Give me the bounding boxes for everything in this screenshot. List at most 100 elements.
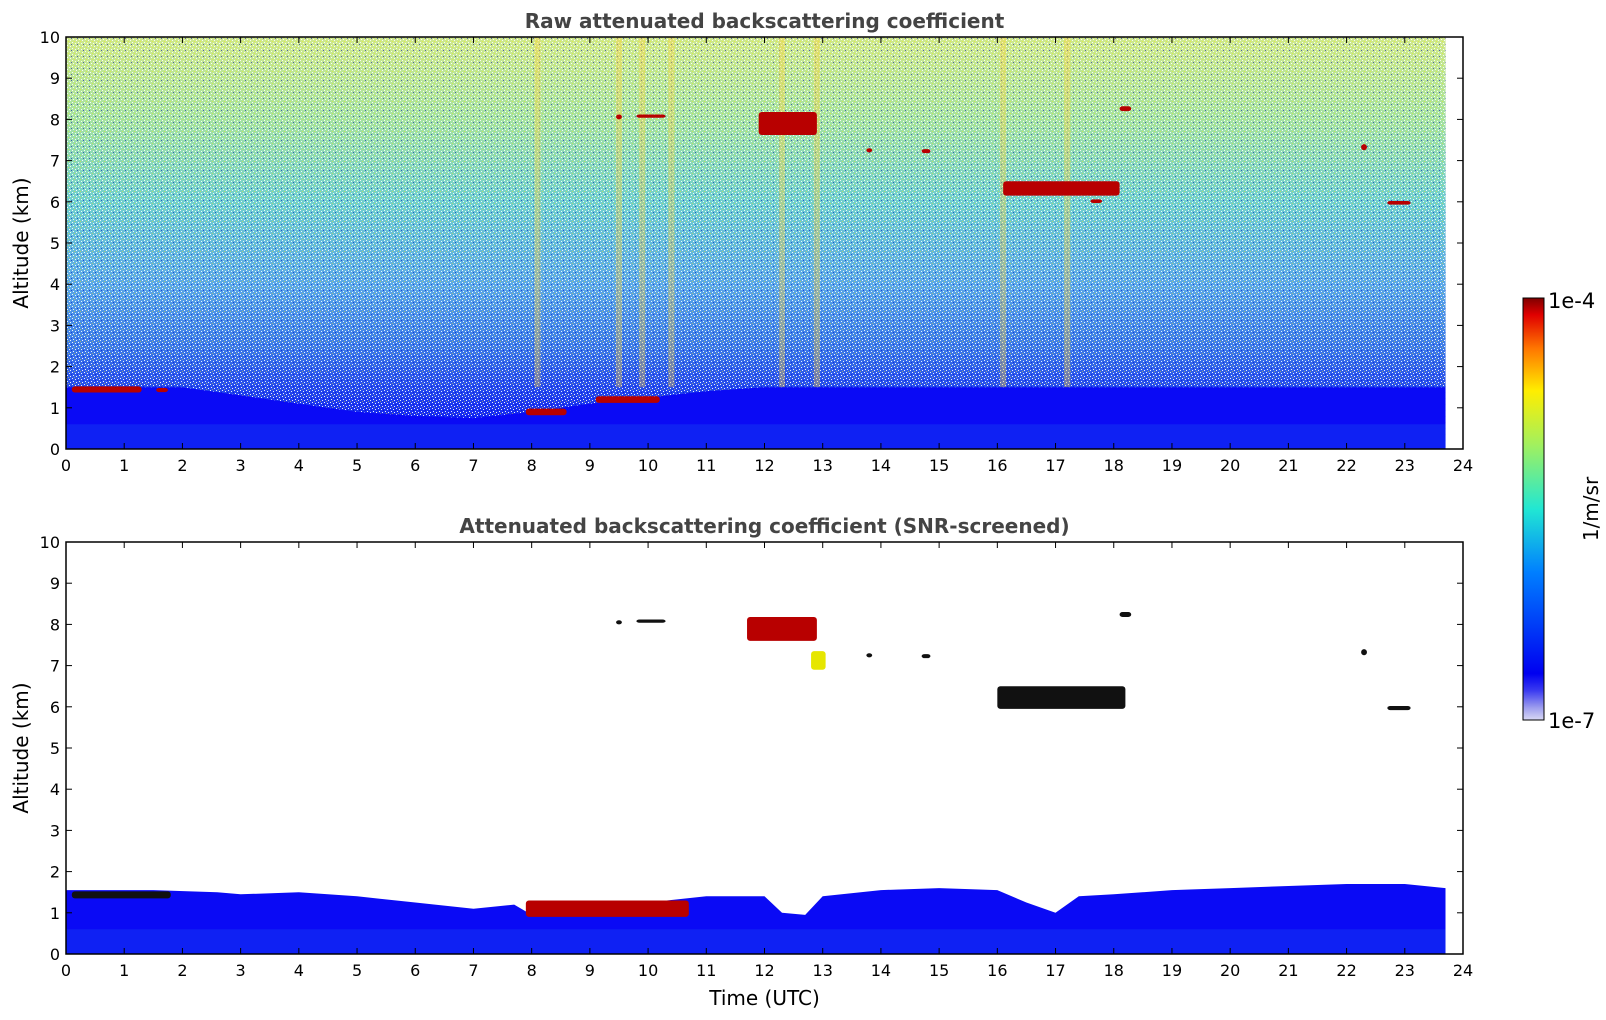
enhanced-column (1000, 37, 1007, 388)
x-tick-label: 10 (638, 456, 658, 475)
x-tick-label: 15 (929, 456, 949, 475)
cloud-feature (1119, 612, 1132, 617)
x-tick-label: 2 (177, 456, 187, 475)
x-tick-label: 18 (1104, 456, 1124, 475)
y-tick-label: 6 (50, 698, 60, 717)
y-tick-label: 9 (50, 574, 60, 593)
cloud-feature (1387, 705, 1411, 711)
panel-title: Attenuated backscattering coefficient (S… (459, 514, 1069, 538)
y-tick-label: 3 (50, 821, 60, 840)
cloud-feature (758, 111, 817, 136)
panel-title: Raw attenuated backscattering coefficien… (525, 9, 1005, 33)
boundary-layer (66, 884, 1446, 954)
x-axis-ticks: 0 1 2 3 4 5 6 7 8 9 10 11 12 13 14 15 16 17 18 19 20 21 22 23 24 (61, 37, 1473, 475)
x-tick-label: 14 (871, 961, 891, 980)
x-tick-label: 11 (696, 961, 716, 980)
x-tick-label: 20 (1220, 456, 1240, 475)
enhanced-column (813, 37, 820, 388)
x-tick-label: 24 (1453, 456, 1473, 475)
enhanced-column (1064, 37, 1071, 388)
colorbar-max-label: 1e-4 (1548, 289, 1595, 313)
x-tick-label: 16 (987, 456, 1007, 475)
y-tick-label: 4 (50, 780, 60, 799)
x-tick-label: 1 (119, 456, 129, 475)
x-tick-label: 12 (754, 961, 774, 980)
cloud-feature (747, 616, 817, 641)
y-tick-label: 10 (40, 28, 60, 47)
x-tick-label: 7 (468, 961, 478, 980)
x-tick-label: 11 (696, 456, 716, 475)
x-tick-label: 21 (1278, 456, 1298, 475)
x-tick-label: 19 (1162, 961, 1182, 980)
x-tick-label: 21 (1278, 961, 1298, 980)
y-tick-label: 7 (50, 657, 60, 676)
y-tick-label: 9 (50, 69, 60, 88)
x-tick-label: 4 (294, 961, 304, 980)
y-tick-label: 10 (40, 533, 60, 552)
x-tick-label: 2 (177, 961, 187, 980)
colorbar: 1e-4 1e-7 1/m/sr (1522, 289, 1603, 733)
y-tick-label: 0 (50, 440, 60, 459)
x-tick-label: 10 (638, 961, 658, 980)
x-tick-label: 8 (527, 456, 537, 475)
noise-texture (66, 37, 1446, 449)
heatmap-area (66, 37, 1446, 449)
x-tick-label: 14 (871, 456, 891, 475)
y-tick-label: 2 (50, 358, 60, 377)
x-tick-label: 17 (1045, 456, 1065, 475)
cloud-feature (1387, 200, 1411, 205)
x-tick-label: 5 (352, 961, 362, 980)
enhanced-column (534, 37, 541, 388)
x-axis-ticks: 0 1 2 3 4 5 6 7 8 9 10 11 12 13 14 15 16 17 18 19 20 21 22 23 24 (61, 542, 1473, 980)
y-tick-label: 7 (50, 152, 60, 171)
cloud-feature (616, 114, 622, 120)
cloud-feature (595, 396, 660, 403)
x-tick-label: 24 (1453, 961, 1473, 980)
x-tick-label: 23 (1395, 456, 1415, 475)
cloud-feature (1090, 199, 1103, 204)
cloud-feature (156, 388, 168, 393)
x-tick-label: 6 (410, 456, 420, 475)
x-tick-label: 13 (813, 961, 833, 980)
x-tick-label: 13 (813, 456, 833, 475)
cloud-feature (636, 114, 666, 118)
x-tick-label: 22 (1336, 456, 1356, 475)
x-tick-label: 0 (61, 961, 71, 980)
x-tick-label: 5 (352, 456, 362, 475)
snr-screened-panel: Attenuated backscattering coefficient (S… (9, 514, 1473, 1010)
cloud-feature (71, 891, 171, 899)
enhanced-column (778, 37, 785, 388)
x-tick-label: 9 (585, 961, 595, 980)
y-tick-label: 8 (50, 615, 60, 634)
colorbar-unit-label: 1/m/sr (1579, 476, 1603, 541)
x-tick-label: 8 (527, 961, 537, 980)
y-axis-ticks: 0 1 2 3 4 5 6 7 8 9 10 (40, 28, 1463, 459)
heatmap-area (66, 612, 1446, 954)
enhanced-column (615, 37, 622, 388)
cloud-feature (921, 149, 931, 154)
x-tick-label: 18 (1104, 961, 1124, 980)
x-tick-label: 1 (119, 961, 129, 980)
x-tick-label: 3 (236, 456, 246, 475)
cloud-feature (811, 651, 826, 670)
colorbar-gradient (1522, 297, 1545, 721)
cloud-feature (1361, 144, 1367, 151)
y-tick-label: 6 (50, 193, 60, 212)
x-tick-label: 19 (1162, 456, 1182, 475)
y-axis-ticks: 0 1 2 3 4 5 6 7 8 9 10 (40, 533, 1463, 964)
cloud-feature (525, 900, 689, 917)
x-tick-label: 17 (1045, 961, 1065, 980)
boundary-layer (66, 387, 1446, 449)
cloud-feature (1119, 106, 1132, 112)
y-tick-label: 5 (50, 234, 60, 253)
y-tick-label: 3 (50, 316, 60, 335)
cloud-feature (866, 653, 873, 658)
x-tick-label: 4 (294, 456, 304, 475)
y-tick-label: 2 (50, 863, 60, 882)
x-tick-label: 0 (61, 456, 71, 475)
y-tick-label: 1 (50, 399, 60, 418)
x-tick-label: 16 (987, 961, 1007, 980)
x-tick-label: 7 (468, 456, 478, 475)
cloud-feature (71, 386, 142, 393)
y-tick-label: 5 (50, 739, 60, 758)
